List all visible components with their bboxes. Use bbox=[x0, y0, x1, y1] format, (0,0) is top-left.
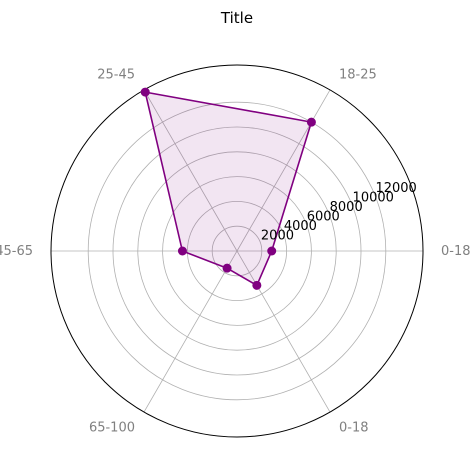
spoke-line bbox=[143, 89, 238, 252]
radial-tick-label: 12000 bbox=[375, 181, 416, 196]
radial-tick-label: 6000 bbox=[307, 210, 340, 225]
category-label: 18-25 bbox=[339, 67, 377, 82]
data-point bbox=[252, 280, 262, 290]
radial-tick-label: 2000 bbox=[261, 229, 294, 244]
series-fill-area bbox=[145, 92, 312, 286]
spoke-line bbox=[143, 250, 238, 413]
category-label: 65-100 bbox=[89, 421, 135, 436]
chart-title: Title bbox=[220, 9, 253, 27]
radial-tick-label: 4000 bbox=[284, 219, 317, 234]
data-point bbox=[222, 263, 232, 273]
category-label: 25-45 bbox=[97, 67, 135, 82]
spoke-line bbox=[236, 89, 331, 252]
polar-frame bbox=[50, 64, 424, 438]
spoke-line bbox=[236, 250, 331, 413]
category-label: 0-18 bbox=[339, 421, 369, 436]
category-label: 0-18 bbox=[441, 244, 471, 259]
data-point bbox=[140, 87, 150, 97]
data-point bbox=[306, 117, 316, 127]
category-label: 45-65 bbox=[0, 244, 33, 259]
radial-tick-label: 10000 bbox=[353, 191, 394, 206]
data-point bbox=[177, 246, 187, 256]
data-point bbox=[267, 246, 277, 256]
radial-tick-label: 8000 bbox=[330, 200, 363, 215]
